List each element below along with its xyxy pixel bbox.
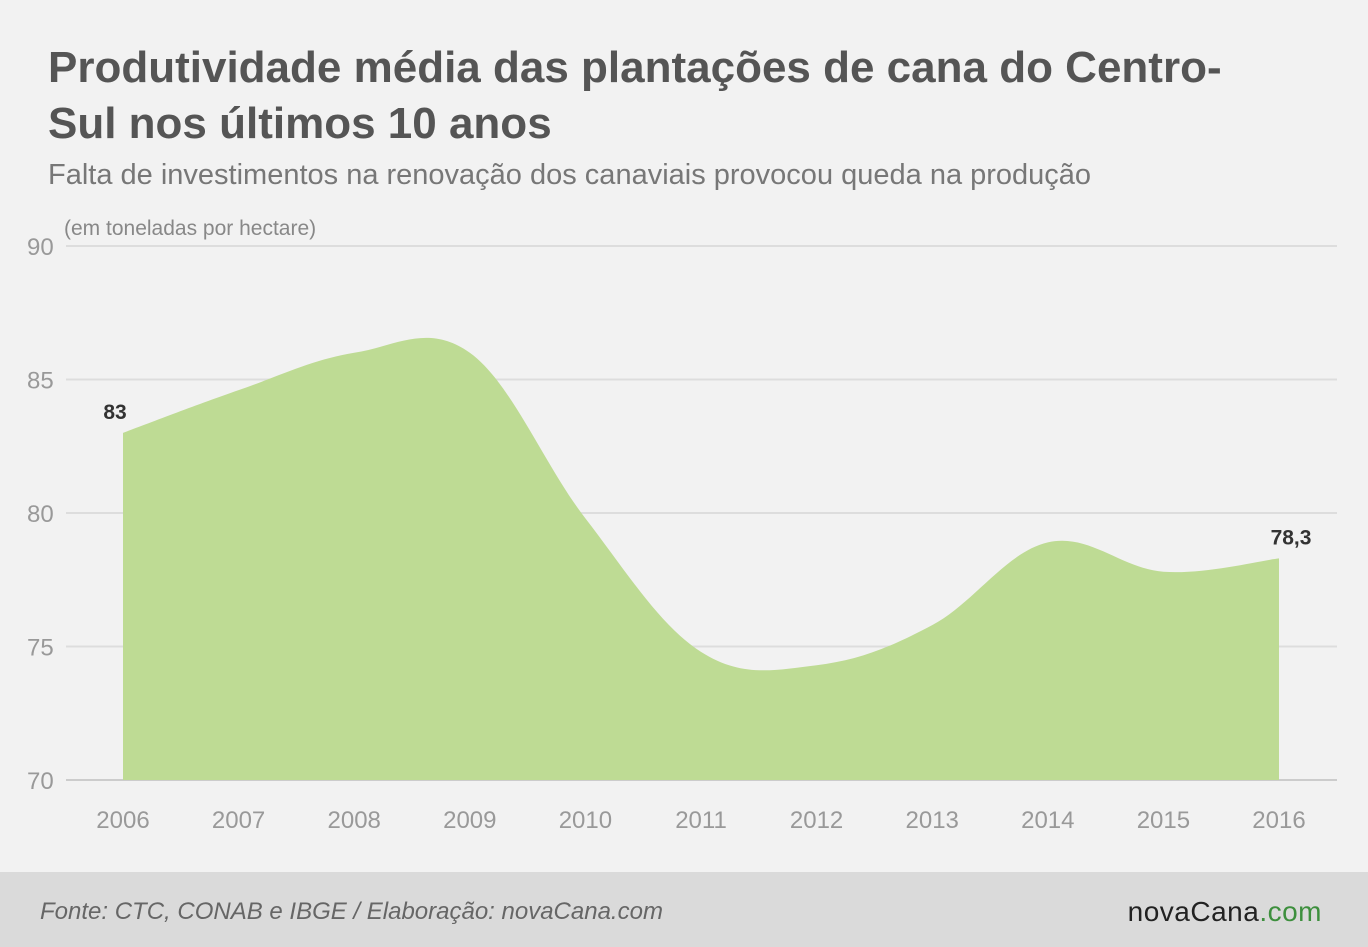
area-series [123, 337, 1279, 780]
x-tick-label-2015: 2015 [1137, 807, 1190, 834]
data-label-2006: 83 [103, 401, 126, 424]
chart-subtitle: Falta de investimentos na renovação dos … [48, 159, 1092, 191]
x-tick-label-2006: 2006 [96, 807, 149, 834]
data-point-2011 [699, 650, 703, 654]
data-point-2008 [352, 351, 356, 355]
logo-main-text: novaCana [1127, 896, 1260, 927]
data-label-2016: 78,3 [1271, 526, 1312, 549]
x-tick-label-2010: 2010 [559, 807, 612, 834]
data-point-2016 [1277, 556, 1281, 560]
x-tick-label-2011: 2011 [675, 807, 727, 834]
chart-title: Produtividade média das plantações de ca… [48, 43, 1222, 148]
logo-accent-text: .com [1259, 896, 1322, 927]
y-tick-label-70: 70 [27, 768, 54, 795]
x-tick-label-2009: 2009 [443, 807, 496, 834]
y-tick-label-75: 75 [27, 635, 54, 662]
data-point-2010 [583, 516, 587, 520]
y-tick-label-85: 85 [27, 368, 54, 395]
x-tick-label-2013: 2013 [906, 807, 959, 834]
data-point-2009 [468, 351, 472, 355]
x-tick-label-2008: 2008 [328, 807, 381, 834]
y-tick-label-90: 90 [27, 234, 54, 261]
data-point-2015 [1161, 570, 1165, 574]
data-point-2006 [121, 431, 125, 435]
data-point-2014 [1046, 540, 1050, 544]
area-chart: (em toneladas por hectare) 70 75 80 85 90 2006… [27, 217, 1337, 834]
x-tick-label-2014: 2014 [1021, 807, 1074, 834]
x-tick-label-2012: 2012 [790, 807, 843, 834]
source-note: Fonte: CTC, CONAB e IBGE / Elaboração: n… [40, 898, 663, 925]
novacana-logo[interactable]: novaCana.com [1128, 896, 1322, 928]
data-point-2007 [237, 388, 241, 392]
y-tick-label-80: 80 [27, 501, 54, 528]
footer: Fonte: CTC, CONAB e IBGE / Elaboração: n… [0, 872, 1368, 947]
data-point-2012 [815, 663, 819, 667]
y-unit-label: (em toneladas por hectare) [64, 217, 316, 240]
data-point-2013 [930, 623, 934, 627]
x-tick-label-2007: 2007 [212, 807, 265, 834]
x-tick-label-2016: 2016 [1252, 807, 1305, 834]
